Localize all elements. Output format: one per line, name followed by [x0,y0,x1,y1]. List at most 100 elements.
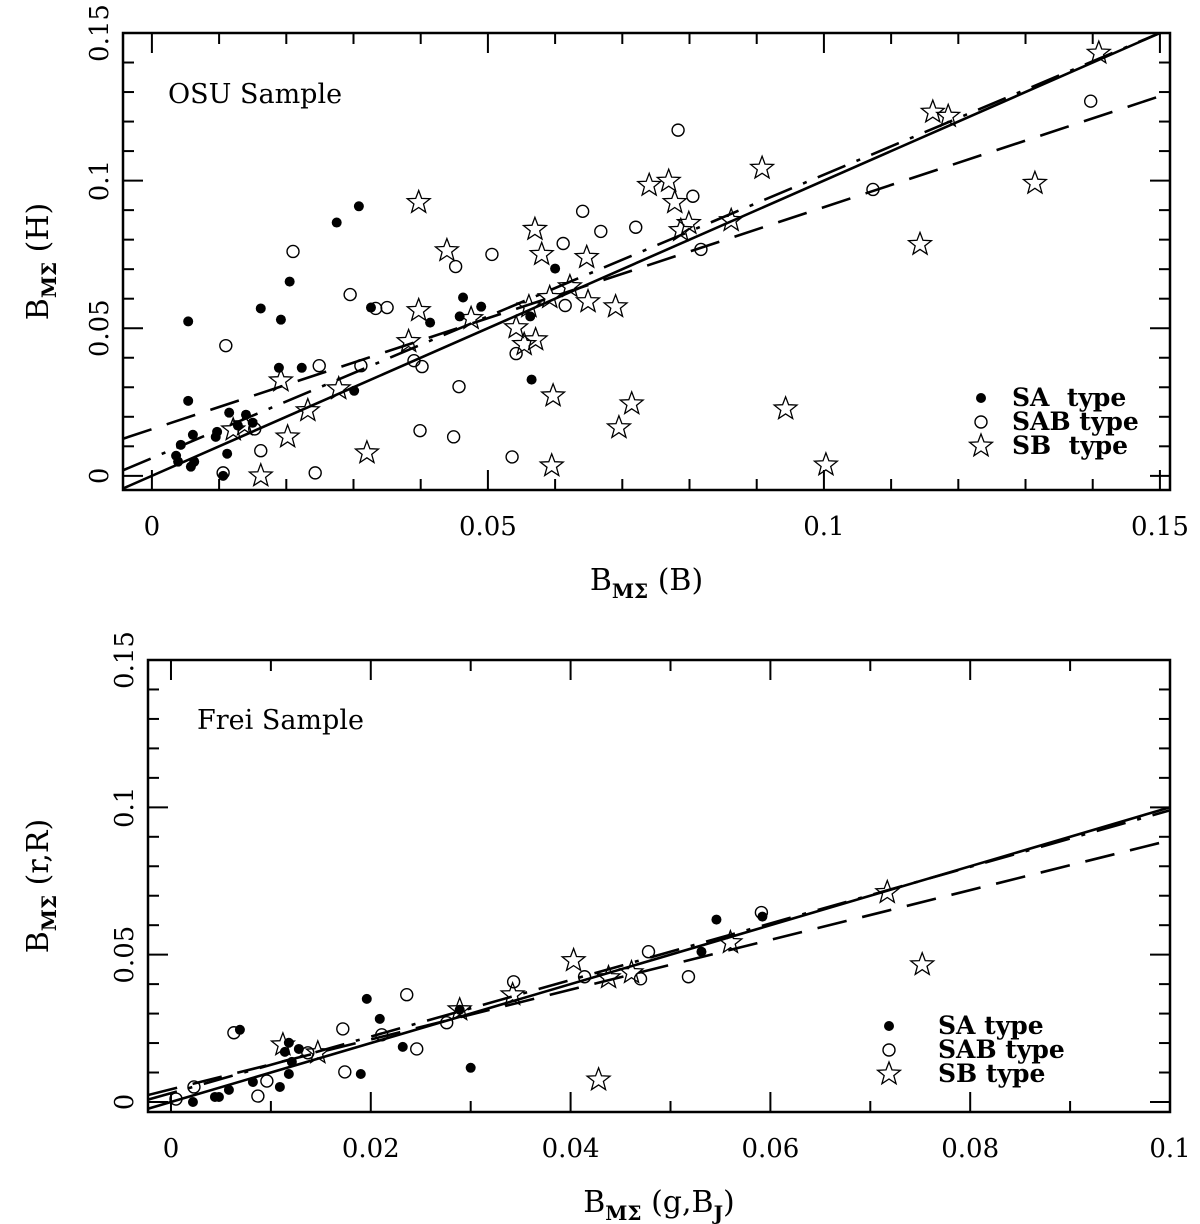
x-tick-label: 0.02 [342,1134,400,1164]
open-star-point [618,958,645,984]
open-circle-point [556,236,570,251]
filled-circle-series [187,911,768,1107]
y-tick-label: 0.1 [85,160,115,201]
open-star-point [405,188,432,214]
open-circle-point [354,359,368,373]
filled-circle-point [210,431,221,442]
filled-circle-point [275,314,286,325]
filled-circle-point [187,1096,198,1107]
open-star-point [574,287,602,313]
x-tick-label: 0.15 [1131,512,1189,542]
filled-circle-point [187,429,198,440]
filled-circle-point [224,407,235,418]
open-circle-point [594,224,608,239]
y-tick-label: 0.1 [110,787,140,828]
open-star-point [269,1030,297,1056]
fit-lines [123,33,1170,490]
filled-circle-point [365,302,376,313]
open-circle-point [505,450,519,464]
open-circle-point [169,1092,183,1106]
filled-circle-point [550,263,561,274]
open-circle-point [448,259,463,274]
open-star-point [325,374,352,400]
filled-circle-point [183,395,194,406]
open-star-series [220,39,1112,487]
axis-title-subscript: MΣ [605,1201,641,1224]
open-star-point [602,292,629,318]
open-star-point [502,313,530,339]
filled-circle-point [374,1013,385,1024]
open-star-point [560,946,587,972]
filled-circle-point [355,1068,366,1079]
filled-circle-point [465,1062,476,1073]
open-circle-point [866,182,880,197]
open-circle-point [633,972,648,986]
open-circle-point [694,242,708,257]
filled-circle-point [173,456,184,467]
filled-circle-point [696,946,707,957]
open-circle-point [308,466,322,480]
legend-open-star-icon [967,432,995,458]
filled-circle-point [247,1076,258,1087]
open-star-point [909,950,936,976]
open-circle-point [260,1074,274,1088]
legend-label: SB type [938,1059,1045,1088]
axis-title-rest: (B) [648,563,703,598]
x-tick-label: 0.06 [741,1134,799,1164]
open-star-point [605,413,633,439]
open-star-point [636,171,663,197]
open-star-point [919,98,946,124]
open-star-point [718,206,745,232]
open-star-point [267,366,295,393]
filled-circle-point [331,217,342,228]
open-star-point [667,216,694,242]
filled-circle-point [361,993,372,1004]
open-circle-point [452,379,466,394]
open-star-point [247,461,274,487]
open-circle-point [400,988,414,1002]
legend-filled-circle-icon [884,1021,894,1031]
y-tick-label: 0.05 [85,299,115,357]
open-circle-point [248,422,262,436]
y-tick-label: 0.15 [85,4,115,62]
legend-label: SA type [1012,383,1126,412]
open-star-point [304,1038,331,1065]
filled-circle-point [286,1056,297,1067]
open-circle-point [681,970,696,984]
filled-circle-point [425,317,436,328]
open-circle-point [312,359,326,373]
dashdot-fit-line [123,33,1164,472]
legend-label: SB type [1012,431,1128,460]
y-axis-title: BMΣ (H) [21,203,61,320]
axis-title-subscript: MΣ [612,579,648,603]
axis-title-rest: (H) [21,203,56,262]
sample-annotation: Frei Sample [197,705,364,736]
open-circle-point [410,1042,424,1056]
filled-circle-point [397,1041,408,1052]
x-tick-label: 0.05 [459,512,517,542]
filled-circle-point [284,276,295,287]
open-star-point [748,154,776,180]
open-star-point [874,878,901,904]
filled-circle-point [757,911,768,922]
filled-circle-point [183,316,194,327]
x-tick-label: 0 [144,512,161,542]
y-tick-label: 0 [85,468,115,485]
open-star-point [511,330,538,356]
y-tick-label: 0.05 [110,926,140,984]
open-circle-point [227,1026,241,1040]
filled-circle-point [222,448,233,459]
x-tick-label: 0.1 [1149,1134,1190,1164]
plot-frame [121,31,1172,492]
open-circle-point [558,298,572,313]
open-star-point [812,451,840,477]
open-star-point [274,423,301,449]
open-circle-point [251,1089,265,1103]
filled-circle-point [526,374,537,385]
open-star-point [446,995,473,1022]
open-star-series [269,878,936,1092]
open-star-point [536,283,563,309]
legend-label: SAB type [938,1035,1065,1064]
